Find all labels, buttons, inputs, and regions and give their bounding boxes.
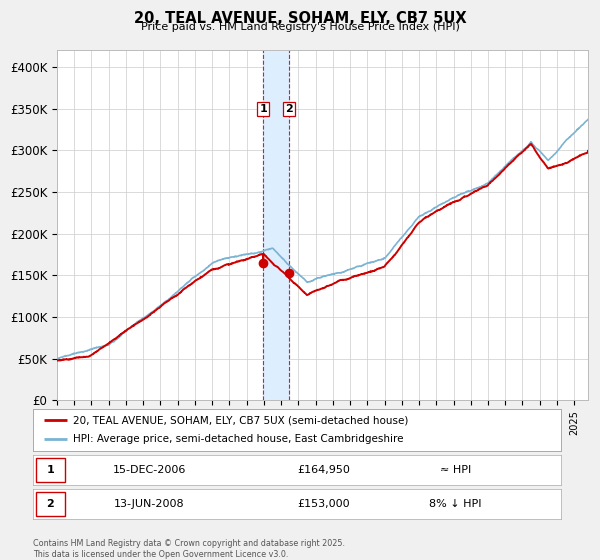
Text: 1: 1 (47, 465, 54, 475)
Text: HPI: Average price, semi-detached house, East Cambridgeshire: HPI: Average price, semi-detached house,… (73, 435, 403, 445)
Text: 2: 2 (285, 104, 293, 114)
Text: 2: 2 (47, 500, 54, 509)
FancyBboxPatch shape (35, 492, 65, 516)
FancyBboxPatch shape (35, 458, 65, 482)
Text: Contains HM Land Registry data © Crown copyright and database right 2025.
This d: Contains HM Land Registry data © Crown c… (33, 539, 345, 559)
Text: 8% ↓ HPI: 8% ↓ HPI (429, 500, 482, 509)
Text: Price paid vs. HM Land Registry's House Price Index (HPI): Price paid vs. HM Land Registry's House … (140, 22, 460, 32)
Text: £164,950: £164,950 (297, 465, 350, 475)
Text: 20, TEAL AVENUE, SOHAM, ELY, CB7 5UX: 20, TEAL AVENUE, SOHAM, ELY, CB7 5UX (134, 11, 466, 26)
Text: ≈ HPI: ≈ HPI (440, 465, 471, 475)
Text: 15-DEC-2006: 15-DEC-2006 (112, 465, 186, 475)
Text: 13-JUN-2008: 13-JUN-2008 (114, 500, 184, 509)
Text: 1: 1 (259, 104, 267, 114)
Text: 20, TEAL AVENUE, SOHAM, ELY, CB7 5UX (semi-detached house): 20, TEAL AVENUE, SOHAM, ELY, CB7 5UX (se… (73, 415, 408, 425)
Bar (263, 50, 289, 400)
Text: £153,000: £153,000 (297, 500, 350, 509)
